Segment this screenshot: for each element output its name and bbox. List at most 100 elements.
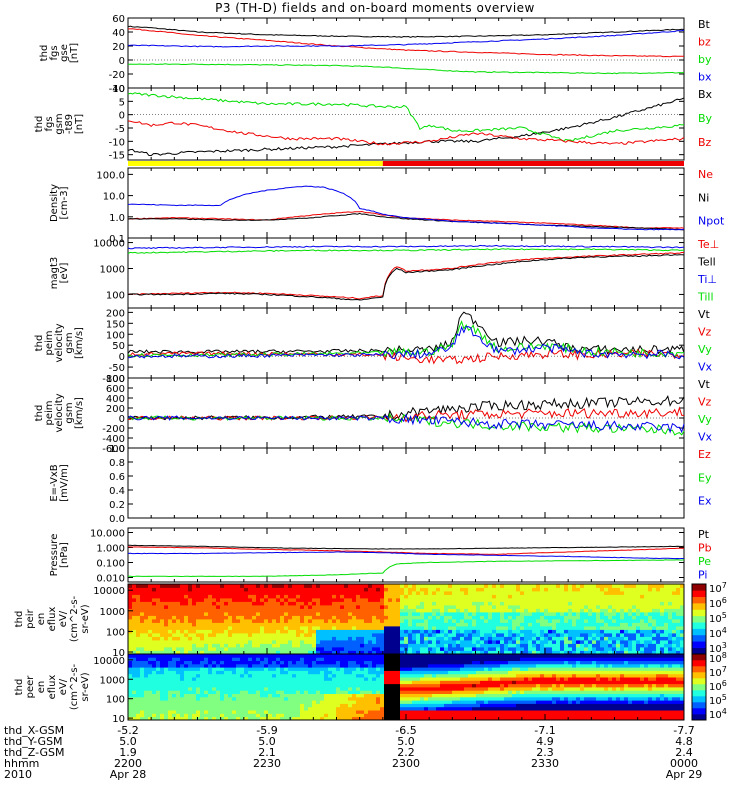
spectrogram-cell xyxy=(164,693,169,698)
spectrogram-cell xyxy=(360,657,365,661)
spectrogram-cell xyxy=(276,622,281,627)
spectrogram-cell xyxy=(136,647,141,651)
spectrogram-cell xyxy=(384,710,389,714)
spectrogram-cell xyxy=(256,696,261,701)
spectrogram-cell xyxy=(428,594,433,599)
spectrogram-cell xyxy=(272,700,277,704)
spectrogram-cell xyxy=(192,636,197,641)
spectrogram-cell xyxy=(220,615,225,620)
spectrogram-cell xyxy=(576,598,581,602)
spectrogram-cell xyxy=(568,587,573,592)
spectrogram-cell xyxy=(220,687,225,691)
spectrogram-cell xyxy=(276,660,281,665)
spectrogram-cell xyxy=(172,608,177,613)
spectrogram-cell xyxy=(336,683,341,688)
spectrogram-cell xyxy=(216,584,221,588)
spectrogram-cell xyxy=(404,598,409,602)
spectrogram-cell xyxy=(464,626,469,630)
spectrogram-cell xyxy=(496,619,501,623)
spectrogram-cell xyxy=(164,673,169,678)
spectrogram-cell xyxy=(212,650,217,655)
spectrogram-cell xyxy=(224,622,229,627)
spectrogram-cell xyxy=(520,647,525,651)
spectrogram-cell xyxy=(168,677,173,681)
spectrogram-cell xyxy=(404,703,409,708)
spectrogram-cell xyxy=(636,591,641,595)
spectrogram-cell xyxy=(368,629,373,634)
spectrogram-cell xyxy=(352,687,357,691)
spectrogram-cell xyxy=(296,716,301,721)
spectrogram-cell xyxy=(268,601,273,606)
spectrogram-cell xyxy=(316,716,321,721)
spectrogram-cell xyxy=(448,587,453,592)
spectrogram-cell xyxy=(348,696,353,701)
spectrogram-cell xyxy=(232,667,237,671)
spectrogram-cell xyxy=(656,619,661,623)
spectrogram-cell xyxy=(292,683,297,688)
spectrogram-cell xyxy=(292,619,297,623)
spectrogram-cell xyxy=(388,615,393,620)
spectrogram-cell xyxy=(268,654,273,658)
spectrogram-cell xyxy=(432,601,437,606)
spectrogram-cell xyxy=(136,629,141,634)
spectrogram-cell xyxy=(392,619,397,623)
spectrogram-cell xyxy=(600,643,605,648)
spectrogram-cell xyxy=(232,716,237,721)
spectrogram-cell xyxy=(252,605,257,609)
spectrogram-cell xyxy=(340,591,345,595)
spectrogram-cell xyxy=(356,601,361,606)
spectrogram-cell xyxy=(164,680,169,685)
spectrogram-cell xyxy=(360,640,365,644)
spectrogram-cell xyxy=(236,706,241,711)
spectrogram-cell xyxy=(384,660,389,665)
spectrogram-cell xyxy=(304,626,309,630)
spectrogram-cell xyxy=(312,703,317,708)
spectrogram-cell xyxy=(172,677,177,681)
spectrogram-cell xyxy=(396,716,401,721)
legend-Ez: Ez xyxy=(698,448,711,461)
spectrogram-cell xyxy=(368,654,373,658)
spectrogram-cell xyxy=(432,622,437,627)
spectrogram-cell xyxy=(140,636,145,641)
spectrogram-cell xyxy=(252,584,257,588)
spectrogram-cell xyxy=(388,670,393,675)
spectrogram-cell xyxy=(644,608,649,613)
spectrogram-cell xyxy=(248,654,253,658)
spectrogram-cell xyxy=(568,605,573,609)
spectrogram-cell xyxy=(600,612,605,616)
panel-frame xyxy=(127,17,685,89)
spectrogram-cell xyxy=(180,633,185,637)
spectrogram-cell xyxy=(228,605,233,609)
spectrogram-cell xyxy=(148,654,153,658)
spectrogram-cell xyxy=(208,657,213,661)
spectrogram-cell xyxy=(556,587,561,592)
spectrogram-cell xyxy=(420,601,425,606)
spectrogram-cell xyxy=(244,594,249,599)
spectrogram-cell xyxy=(444,650,449,655)
spectrogram-cell xyxy=(648,587,653,592)
spectrogram-cell xyxy=(464,643,469,648)
spectrogram-cell xyxy=(376,657,381,661)
spectrogram-cell xyxy=(512,640,517,644)
spectrogram-cell xyxy=(176,660,181,665)
spectrogram-cell xyxy=(204,633,209,637)
panel-pressure xyxy=(127,527,685,583)
spectrogram-cell xyxy=(164,700,169,704)
spectrogram-cell xyxy=(556,598,561,602)
spectrogram-cell xyxy=(352,654,357,658)
spectrogram-cell xyxy=(424,591,429,595)
spectrogram-cell xyxy=(260,647,265,651)
spectrogram-cell xyxy=(196,622,201,627)
spectrogram-cell xyxy=(220,636,225,641)
spectrogram-cell xyxy=(332,710,337,714)
spectrogram-cell xyxy=(532,587,537,592)
spectrogram-cell xyxy=(560,608,565,613)
spectrogram-cell xyxy=(128,687,133,691)
panel-density xyxy=(127,167,685,239)
spectrogram-cell xyxy=(480,605,485,609)
spectrogram-cell xyxy=(320,647,325,651)
spectrogram-cell xyxy=(240,700,245,704)
spectrogram-cell xyxy=(676,615,681,620)
spectrogram-cell xyxy=(276,696,281,701)
spectrogram-cell xyxy=(292,608,297,613)
